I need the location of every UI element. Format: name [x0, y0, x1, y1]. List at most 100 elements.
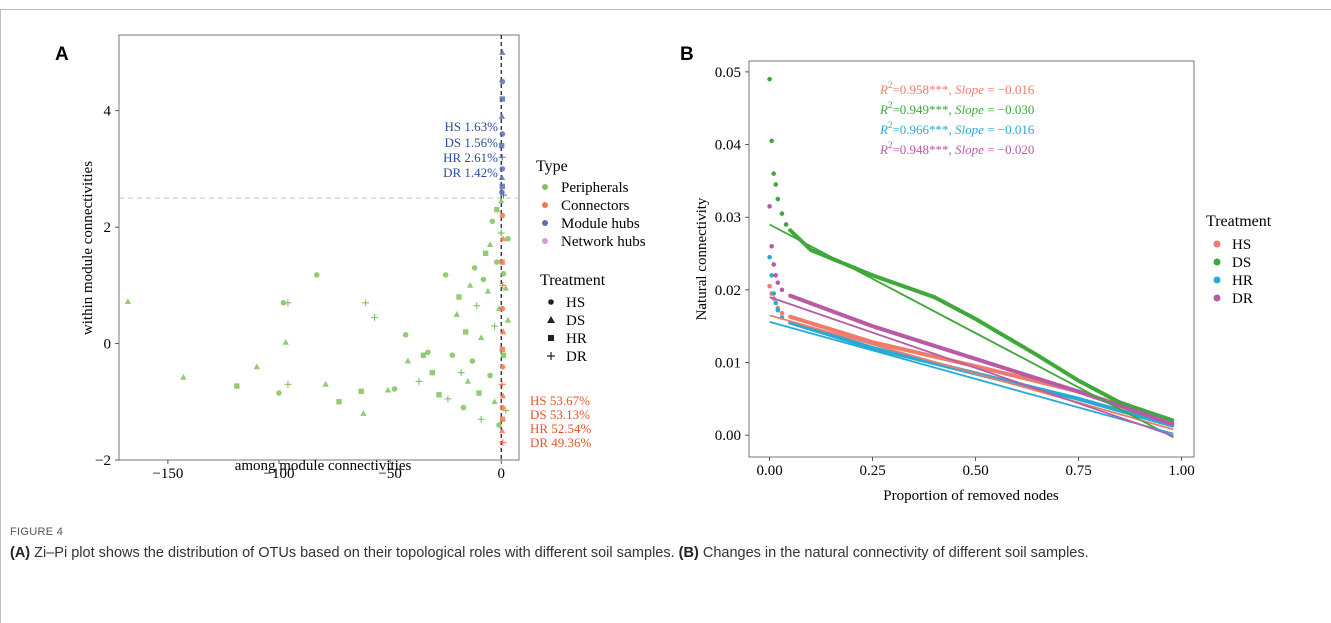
- zipi-point-72: [500, 191, 507, 199]
- panel-b-points: [767, 76, 1175, 428]
- zipi-point-44: [487, 372, 493, 379]
- zipi-point-4: [276, 390, 282, 396]
- zipi-point-19: [404, 357, 412, 364]
- zipi-point-82: [499, 392, 507, 399]
- figure-caption: (A) Zi–Pi plot shows the distribution of…: [10, 543, 1310, 564]
- zipi-point-15: [371, 313, 378, 321]
- fit-line-ds: [769, 223, 1174, 439]
- figure-number: FIGURE 4: [10, 526, 64, 538]
- legend-dr-plus-icon: [547, 352, 555, 360]
- caption-a-tag: (A): [10, 545, 31, 561]
- zipi-point-56: [500, 352, 507, 358]
- zipi-point-2: [234, 383, 240, 389]
- zipi-point-46: [489, 218, 496, 225]
- zipi-point-27: [449, 352, 456, 359]
- zipi-point-9: [313, 272, 320, 278]
- legend-dr-color-label: DR: [1232, 291, 1253, 307]
- legend-peripherals-swatch: [542, 184, 548, 190]
- zipi-point-41: [480, 276, 487, 283]
- head-point-ds-3: [773, 182, 779, 187]
- zipi-point-33: [464, 378, 472, 384]
- panel-a: A −150 −100 −50 0 −2 0 2 4 among module connec…: [55, 34, 646, 482]
- a-x-tick-label-1: −100: [264, 466, 295, 482]
- treatment-shape-legend: Treatment HS DS HR DR: [540, 272, 606, 365]
- zipi-point-86: [499, 439, 507, 446]
- annotation-dr: R2=0.948***, Slope = −0.020: [879, 140, 1034, 157]
- zipi-point-43: [484, 287, 492, 294]
- a-x-tick-label-0: −150: [152, 466, 183, 482]
- zipi-point-83: [499, 404, 506, 411]
- hub-annotation-ds: DS 1.56%: [445, 135, 499, 150]
- a-y-tick-label-1: 0: [104, 337, 112, 353]
- regression-annotations: R2=0.958***, Slope = −0.016 R2=0.949***,…: [879, 80, 1035, 157]
- zipi-point-60: [504, 316, 512, 323]
- zipi-point-59: [505, 235, 511, 242]
- zipi-point-66: [498, 142, 505, 149]
- zipi-point-26: [444, 395, 452, 403]
- zipi-point-57: [502, 284, 509, 291]
- legend-module-hubs-label: Module hubs: [561, 216, 640, 232]
- head-point-ds-2: [771, 171, 777, 176]
- zipi-point-76: [499, 281, 507, 289]
- head-point-ds-5: [779, 211, 785, 216]
- zipi-point-85: [498, 427, 506, 434]
- hub-annotation-hr: HR 2.61%: [443, 150, 498, 165]
- legend-connectors-label: Connectors: [561, 198, 629, 214]
- head-point-dr-4: [775, 280, 781, 285]
- zipi-point-52: [496, 422, 502, 428]
- zipi-point-7: [284, 299, 292, 307]
- zipi-point-81: [498, 380, 506, 388]
- b-y-tick-label-1: 0.01: [715, 356, 741, 372]
- annotation-hr: R2=0.966***, Slope = −0.016: [879, 120, 1035, 137]
- head-point-hr-3: [773, 300, 779, 306]
- legend-hr-color-swatch: [1213, 276, 1221, 284]
- zipi-point-50: [493, 259, 500, 265]
- figure-canvas: A −150 −100 −50 0 −2 0 2 4 among module connec…: [55, 34, 1272, 504]
- legend-ds-triangle-icon: [547, 316, 555, 323]
- legend-connectors-swatch: [542, 202, 548, 208]
- connector-annotation-hs: HS 53.67%: [530, 393, 590, 408]
- zipi-point-12: [358, 388, 364, 395]
- b-x-tick-label-4: 1.00: [1169, 463, 1195, 479]
- fit-line-hr: [769, 320, 1174, 435]
- head-point-dr-2: [771, 262, 777, 267]
- caption-b-tag: (B): [678, 545, 699, 561]
- zipi-point-0: [124, 298, 132, 305]
- series-dr: [767, 204, 1175, 426]
- zipi-point-80: [499, 364, 506, 370]
- hub-annotation-hs: HS 1.63%: [445, 119, 499, 134]
- fit-line-dr: [769, 296, 1174, 437]
- b-y-tick-label-2: 0.02: [715, 283, 741, 299]
- hub-annotations: HS 1.63% DS 1.56% HR 2.61% DR 1.42%: [443, 119, 498, 180]
- head-point-ds-6: [783, 222, 789, 227]
- zipi-point-84: [499, 416, 506, 422]
- zipi-point-62: [499, 78, 506, 85]
- zipi-point-74: [499, 235, 507, 242]
- zipi-point-36: [471, 265, 478, 271]
- zipi-point-22: [425, 349, 431, 356]
- type-legend-title: Type: [536, 158, 568, 175]
- head-point-ds-1: [769, 138, 774, 144]
- zipi-point-28: [453, 311, 460, 317]
- a-x-tick-label-2: −50: [378, 466, 401, 482]
- connector-annotation-ds: DS 53.13%: [530, 407, 590, 422]
- zipi-point-47: [491, 322, 498, 330]
- head-point-dr-5: [779, 287, 785, 293]
- b-y-tick-label-3: 0.03: [715, 210, 741, 226]
- zipi-point-1: [180, 373, 187, 380]
- point-dr-206: [1170, 421, 1175, 426]
- legend-hs-color-label: HS: [1232, 237, 1251, 253]
- zipi-point-23: [429, 369, 436, 376]
- frame-left-border: [0, 9, 1, 623]
- a-y-tick-label-0: −2: [95, 453, 111, 469]
- series-ds: [767, 76, 1175, 423]
- zipi-point-70: [499, 183, 506, 190]
- annotation-ds: R2=0.949***, Slope = −0.030: [879, 100, 1034, 117]
- panel-a-reference-lines: [119, 35, 519, 460]
- panel-a-y-label: within module connectivities: [80, 161, 96, 335]
- zipi-point-25: [442, 272, 449, 278]
- caption-a-text: Zi–Pi plot shows the distribution of OTU…: [30, 545, 679, 561]
- panel-b-y-label: Natural connectivity: [694, 197, 710, 320]
- frame-top-border: [0, 9, 1331, 10]
- zipi-point-78: [500, 328, 507, 335]
